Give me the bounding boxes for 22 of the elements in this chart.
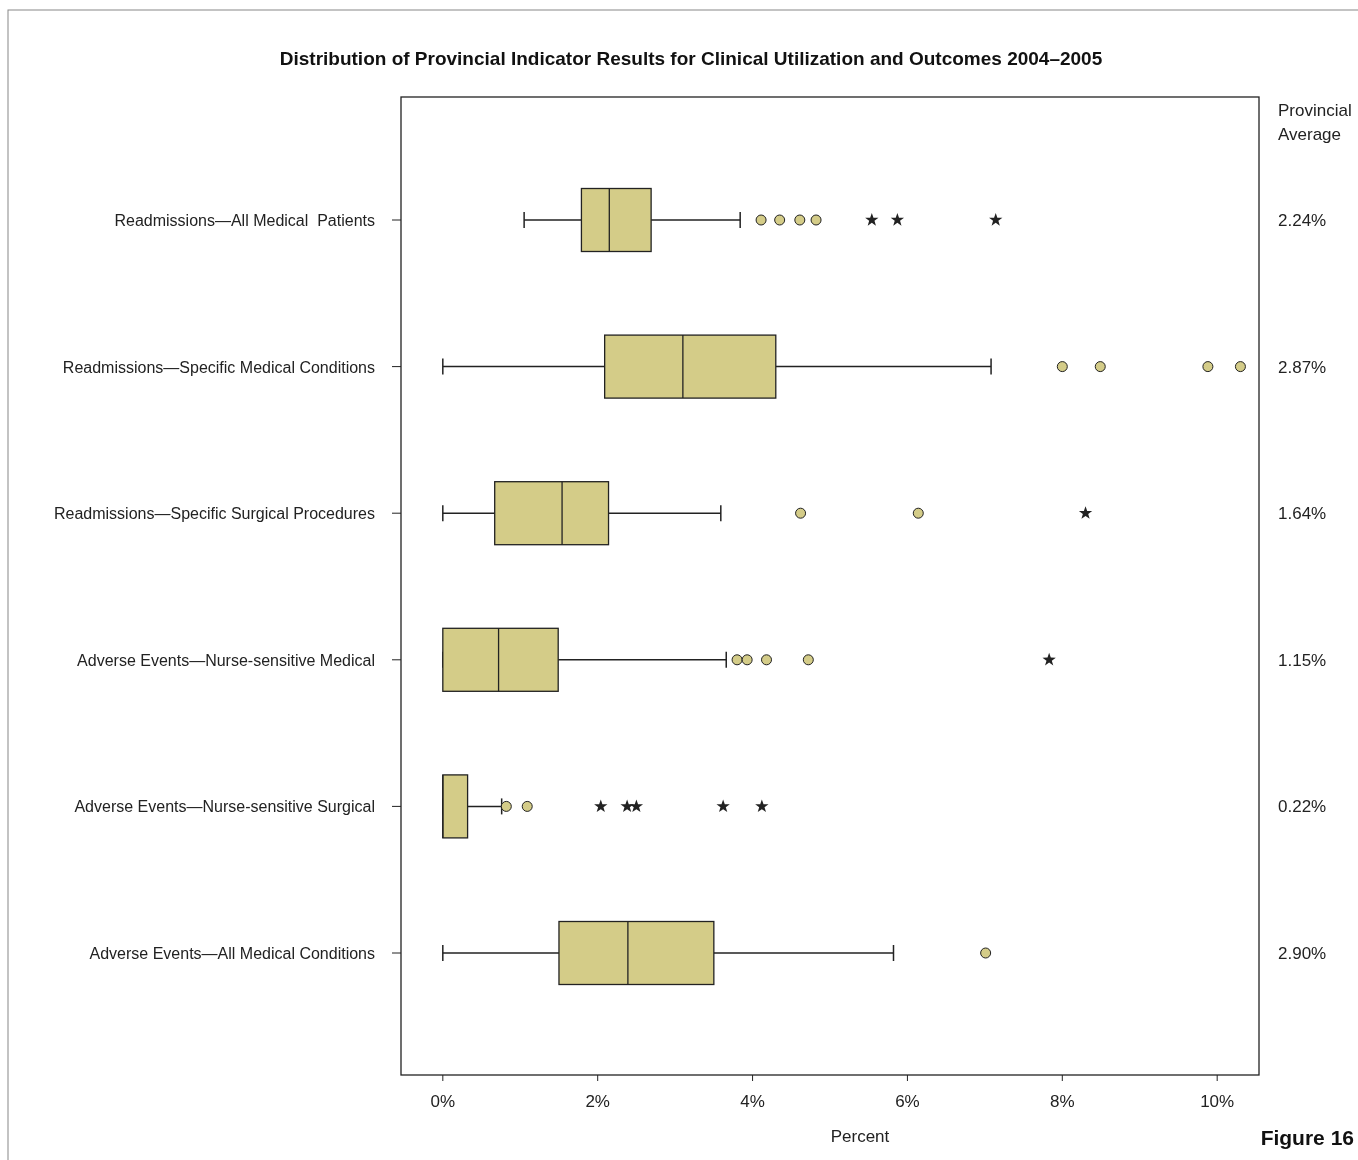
x-tick-label: 4% [740,1092,765,1111]
y-tick-label: Adverse Events—Nurse-sensitive Medical [77,651,375,669]
caption: Figure 16 [1260,1126,1354,1149]
y-tick-label: Readmissions—Specific Surgical Procedures [53,505,375,523]
text: 1.15% [1278,650,1327,670]
text: 1.64% [1278,504,1327,524]
y-tick-label: Readmissions—Specific Medical Conditions [62,358,375,376]
x-tick-label: 2% [585,1092,610,1111]
text: 2.90% [1278,944,1327,963]
x-tick-label: 6% [895,1092,920,1111]
x-axis-title: Percent [830,1127,890,1146]
x-tick-label: 8% [1050,1092,1075,1111]
y-tick-label: Readmissions—All Medical Patients [114,212,375,229]
x-tick-label: 0% [430,1092,456,1111]
text: 0.22% [1278,797,1327,817]
x-tick-label: 10% [1200,1092,1235,1111]
text: 2.87% [1278,357,1327,377]
y2-axis-title: Provincial Average [1278,101,1352,144]
y-tick-label: Adverse Events—All Medical Conditions [89,945,375,962]
y-tick-label: Adverse Events—Nurse-sensitive Surgical [74,798,375,816]
chart-title: Distribution of Provincial Indicator Results for Clinical Utilization and Outcomes 2004–2005 [279,48,1103,69]
text: 2.24% [1278,211,1327,230]
